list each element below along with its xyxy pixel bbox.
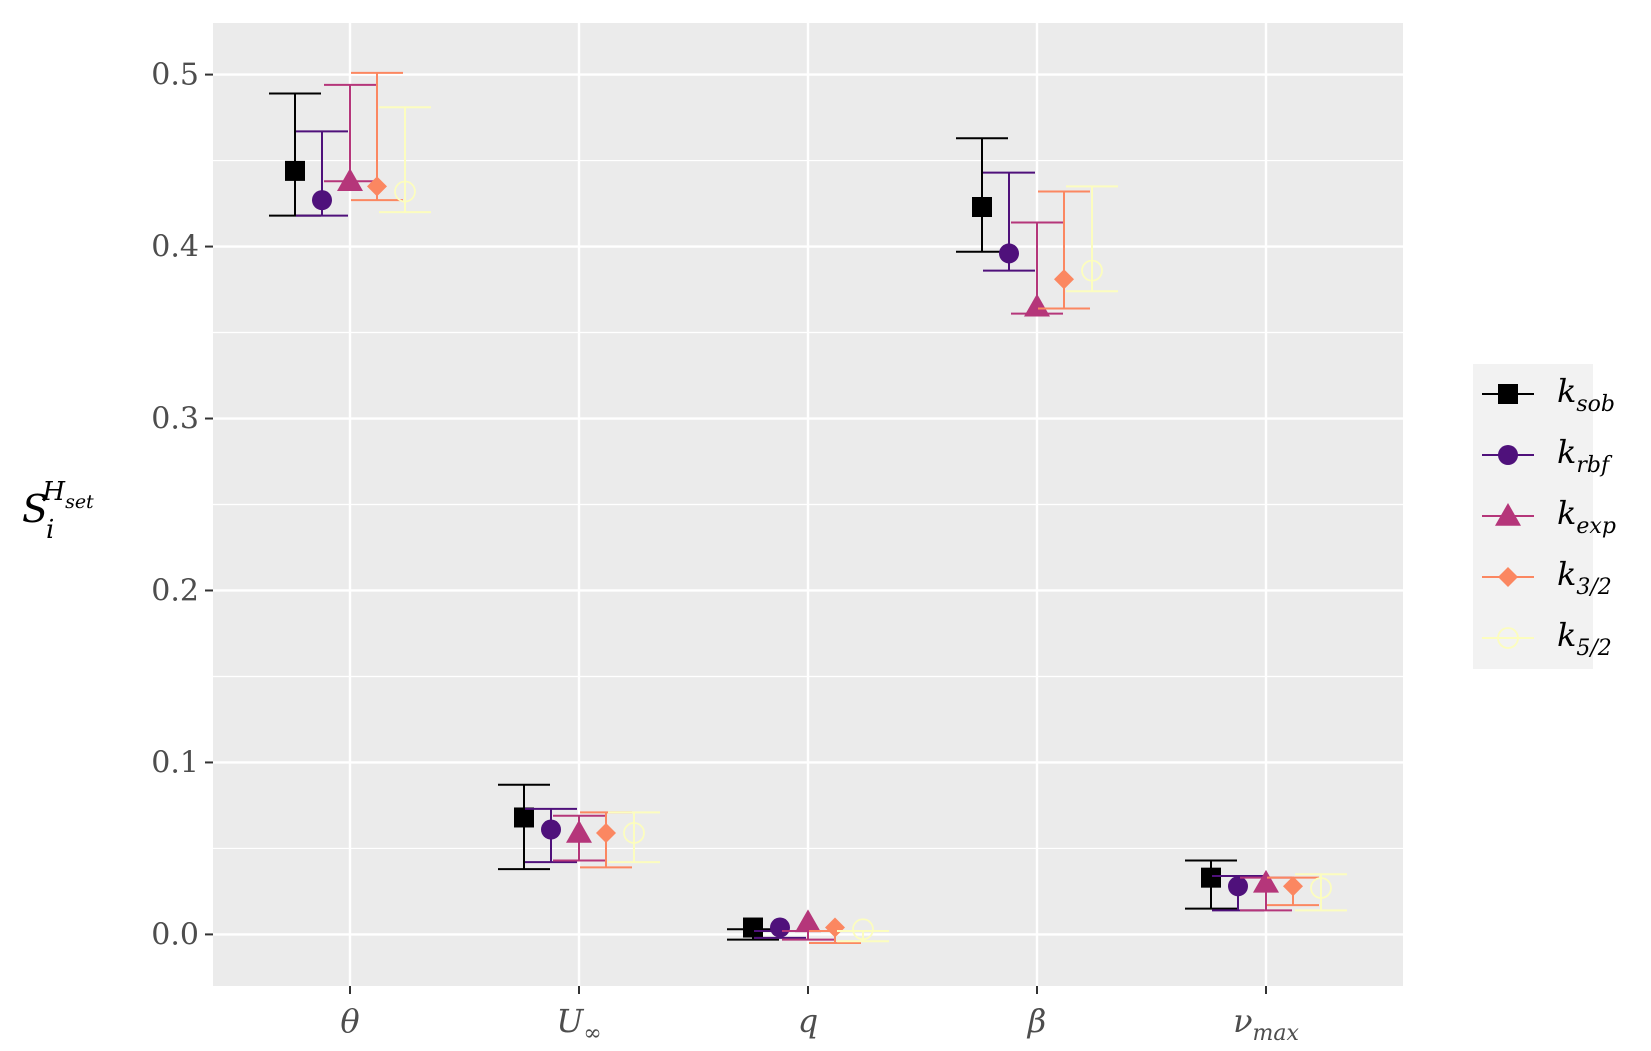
point-marker-square <box>1201 867 1221 888</box>
legend-item-k_rbf: krbf <box>1482 433 1613 478</box>
x-tick-label: β <box>1027 1002 1047 1040</box>
legend-label: k5/2 <box>1557 616 1612 661</box>
y-axis-title: SiHset <box>22 477 94 545</box>
point-marker-triangle <box>1024 293 1050 317</box>
point-marker-circle <box>1498 445 1518 465</box>
point-marker-diamond <box>1283 876 1303 897</box>
point-marker-triangle <box>337 168 363 191</box>
point-marker-triangle <box>1495 503 1521 526</box>
point-marker-triangle <box>566 819 592 843</box>
legend-item-k_sob: ksob <box>1482 372 1615 417</box>
point-marker-circle <box>999 243 1019 264</box>
series-k_rbf <box>296 130 1264 939</box>
legend-item-k_3/2: k3/2 <box>1482 555 1612 600</box>
y-tick-label: 0.5 <box>151 58 199 93</box>
point-marker-open-circle <box>623 822 645 844</box>
series-k_5/2 <box>379 106 1347 943</box>
point-marker-square <box>743 917 763 938</box>
point-marker-triangle <box>1253 869 1279 893</box>
legend-item-k_exp: kexp <box>1482 494 1616 539</box>
point-marker-square <box>285 160 305 181</box>
x-tick-label: U∞ <box>556 1002 601 1046</box>
legend: ksob krbf kexp k3/2 k5/2 <box>1473 364 1616 669</box>
point-marker-circle <box>770 917 790 938</box>
point-marker-open-circle <box>394 180 416 203</box>
y-axis: 0.0 0.1 0.2 0.3 0.4 0.5 <box>151 58 213 952</box>
y-tick-label: 0.1 <box>151 745 199 780</box>
x-axis: θ U∞ q β νmax <box>340 986 1300 1046</box>
point-marker-circle <box>312 190 332 211</box>
point-marker-square <box>514 807 534 828</box>
series-layer <box>269 71 1347 945</box>
point-marker-circle <box>541 819 561 840</box>
legend-label: ksob <box>1557 372 1615 417</box>
legend-label: krbf <box>1557 433 1613 478</box>
point-marker-diamond <box>1498 567 1518 587</box>
legend-label: k3/2 <box>1557 555 1612 600</box>
point-marker-square <box>972 197 992 218</box>
y-tick-label: 0.0 <box>151 917 199 952</box>
series-k_exp <box>324 83 1292 941</box>
point-marker-square <box>1498 384 1518 404</box>
point-marker-open-circle <box>1497 627 1519 649</box>
point-marker-diamond <box>596 822 616 843</box>
legend-label: kexp <box>1557 494 1616 539</box>
x-tick-label: θ <box>340 1002 359 1040</box>
point-marker-open-circle <box>1081 259 1103 282</box>
point-marker-triangle <box>795 909 821 933</box>
point-marker-diamond <box>825 917 845 938</box>
grid-major <box>213 23 1403 986</box>
y-tick-label: 0.3 <box>151 402 199 437</box>
point-marker-diamond <box>1054 269 1074 290</box>
point-marker-open-circle <box>852 918 874 941</box>
point-marker-circle <box>1228 876 1248 897</box>
x-tick-label: νmax <box>1233 1002 1299 1046</box>
point-marker-open-circle <box>1310 877 1332 899</box>
legend-item-k_5/2: k5/2 <box>1482 616 1612 661</box>
point-marker-diamond <box>367 176 387 197</box>
x-tick-label: q <box>798 1002 818 1040</box>
y-tick-label: 0.2 <box>151 573 199 608</box>
y-tick-label: 0.4 <box>151 230 199 265</box>
